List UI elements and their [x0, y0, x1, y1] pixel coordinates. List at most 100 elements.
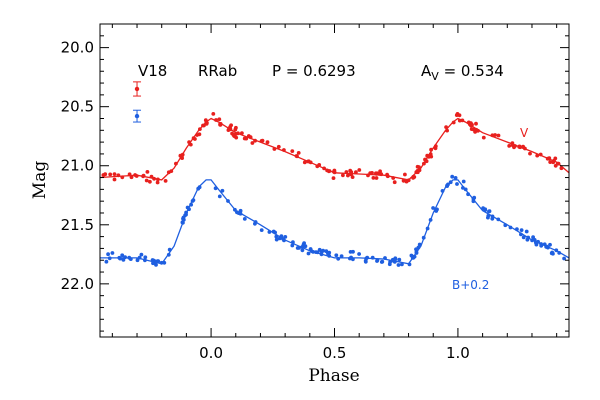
data-point-b — [490, 216, 495, 221]
data-point-v — [276, 144, 281, 149]
data-point-v — [232, 134, 237, 139]
data-point-v — [392, 180, 397, 185]
data-point-b — [238, 208, 243, 213]
star-id: V18 — [138, 62, 167, 80]
data-point-b — [521, 235, 526, 240]
data-point-v — [401, 178, 406, 183]
y-tick-label: 22.0 — [61, 275, 94, 293]
data-point-b — [455, 182, 459, 186]
data-point-b — [453, 176, 458, 180]
x-tick-label: 0.5 — [323, 344, 347, 362]
data-point-b — [375, 259, 379, 263]
x-tick-label: 1.0 — [446, 344, 470, 362]
data-point-b — [308, 247, 313, 251]
data-point-b — [548, 242, 552, 247]
data-point-b — [400, 262, 404, 267]
data-point-b — [357, 252, 361, 256]
data-point-b — [334, 253, 339, 258]
data-point-b — [259, 228, 264, 233]
data-point-b — [483, 207, 488, 212]
data-point-b — [531, 235, 535, 240]
data-point-v — [101, 173, 106, 177]
y-tick-labels: 20.0 20.5 21.0 21.5 22.0 — [61, 39, 94, 293]
data-point-v — [346, 173, 350, 178]
data-point-v — [403, 172, 407, 177]
data-point-b — [295, 246, 300, 250]
data-point-b — [220, 188, 225, 193]
data-point-b — [339, 254, 344, 258]
plot-area — [99, 81, 570, 267]
data-point-b — [242, 217, 247, 221]
amplitude-text: AV = 0.534 — [421, 62, 504, 83]
data-point-b — [143, 255, 148, 260]
data-point-b — [110, 251, 115, 255]
data-point-b — [217, 194, 222, 199]
data-point-v — [474, 121, 478, 126]
variable-type: RRab — [198, 62, 237, 80]
data-point-b — [524, 229, 529, 234]
data-point-v — [374, 176, 379, 180]
data-point-b — [306, 251, 311, 256]
data-point-v — [350, 175, 355, 180]
data-point-b — [317, 247, 322, 252]
data-point-v — [108, 172, 113, 177]
data-point-v — [370, 171, 374, 175]
axis-ticks — [100, 24, 569, 337]
series-label-v: V — [520, 126, 529, 140]
error-bar-point-v — [134, 86, 140, 92]
data-point-v — [144, 178, 149, 183]
data-point-b — [519, 228, 524, 233]
data-point-v — [371, 176, 376, 180]
chart-header: V18 RRab P = 0.6293 AV = 0.534 — [138, 62, 504, 83]
x-tick-labels: 0.0 0.5 1.0 — [199, 344, 470, 362]
amplitude-symbol: A — [421, 62, 432, 80]
data-point-v — [481, 135, 486, 140]
data-point-v — [415, 164, 420, 169]
data-point-v — [265, 140, 270, 145]
data-point-v — [163, 179, 168, 183]
plot-frame — [99, 23, 570, 338]
data-point-v — [148, 179, 152, 184]
data-point-v — [155, 180, 160, 185]
data-point-b — [396, 263, 401, 267]
data-point-b — [290, 243, 295, 248]
data-point-v — [331, 176, 336, 181]
data-point-b — [461, 179, 466, 184]
data-point-v — [553, 156, 558, 161]
data-point-v — [145, 170, 150, 174]
data-point-v — [211, 112, 216, 116]
data-point-v — [473, 130, 477, 134]
data-point-b — [487, 209, 492, 214]
data-point-b — [120, 253, 125, 258]
data-point-v — [548, 160, 553, 165]
data-point-v — [250, 141, 255, 145]
data-point-b — [135, 258, 140, 263]
data-point-v — [454, 113, 459, 117]
x-tick-label: 0.0 — [199, 344, 223, 362]
data-point-v — [296, 151, 301, 155]
data-point-b — [393, 256, 398, 261]
data-point-b — [321, 248, 325, 253]
data-point-b — [156, 259, 161, 263]
y-axis-label: Mag — [30, 161, 50, 200]
data-point-b — [104, 259, 109, 264]
amplitude-value: = 0.534 — [439, 62, 504, 80]
data-point-b — [121, 258, 126, 262]
y-tick-label: 20.5 — [61, 98, 94, 116]
data-point-v — [469, 127, 474, 131]
data-point-v — [290, 149, 295, 154]
y-tick-label: 21.5 — [61, 216, 94, 234]
period-text: P = 0.6293 — [272, 62, 356, 80]
data-point-b — [450, 174, 455, 179]
data-point-v — [217, 117, 222, 122]
fit-curve-b — [100, 179, 570, 265]
data-point-v — [112, 177, 117, 182]
data-point-v — [302, 160, 307, 165]
data-point-v — [341, 173, 345, 178]
data-point-b — [562, 256, 566, 261]
data-point-v — [507, 144, 512, 148]
data-point-b — [274, 237, 279, 242]
data-point-v — [242, 136, 247, 141]
data-point-b — [300, 248, 305, 253]
